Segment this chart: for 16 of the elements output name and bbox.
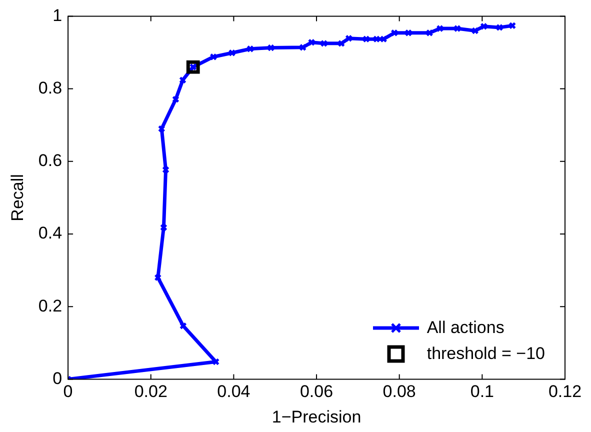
y-tick-label: 0.2 bbox=[38, 296, 62, 316]
y-tick-label: 0.6 bbox=[38, 151, 62, 170]
x-tick-label: 0.1 bbox=[470, 382, 494, 402]
x-tick-label: 0.02 bbox=[134, 382, 168, 402]
x-tick-label: 0.06 bbox=[300, 382, 334, 402]
x-tick-label: 0.08 bbox=[382, 382, 416, 402]
legend-label: threshold = −10 bbox=[426, 343, 545, 366]
legend-label: All actions bbox=[426, 317, 504, 340]
y-tick-label: 0.8 bbox=[38, 78, 62, 98]
y-axis-title: Recall bbox=[8, 174, 27, 222]
y-tick-label: 1 bbox=[52, 6, 62, 25]
x-tick-label: 0.12 bbox=[548, 382, 582, 402]
y-tick-label: 0 bbox=[52, 368, 62, 388]
x-tick-label: 0.04 bbox=[217, 382, 250, 402]
y-tick-label: 0.4 bbox=[38, 224, 62, 243]
x-axis-title: 1−Precision bbox=[272, 407, 362, 426]
